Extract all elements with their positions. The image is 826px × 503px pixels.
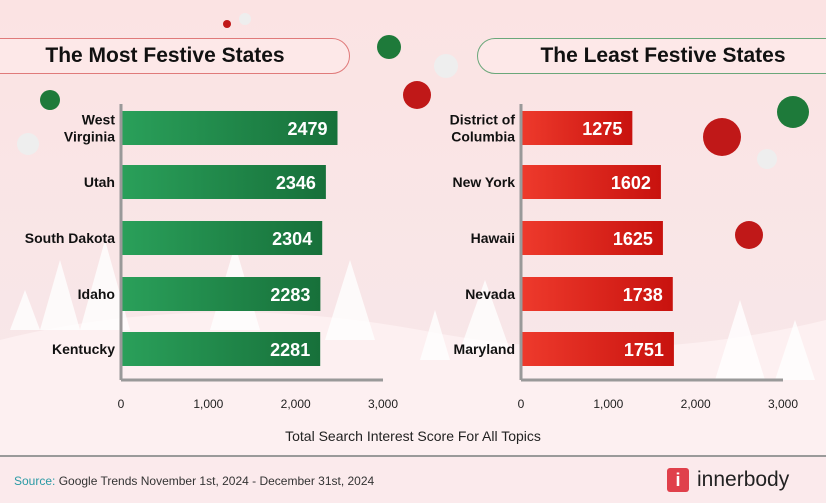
ornaments <box>17 13 809 249</box>
source-text: Google Trends November 1st, 2024 - Decem… <box>55 474 375 488</box>
bar-value-label: 2304 <box>272 229 312 249</box>
category-label: District of <box>450 112 516 128</box>
most-festive-title: The Most Festive States <box>0 38 350 74</box>
bar <box>121 277 321 311</box>
bar-value-label: 1751 <box>624 340 664 360</box>
bar <box>521 165 661 199</box>
ornament-icons <box>17 13 809 249</box>
innerbody-logo-icon: i <box>667 468 689 492</box>
bar <box>521 111 633 145</box>
bar-value-label: 1275 <box>582 119 622 139</box>
bar-value-label: 2479 <box>287 119 327 139</box>
category-label: Virginia <box>64 129 115 145</box>
category-label: Nevada <box>465 286 515 302</box>
x-tick-label: 2,000 <box>681 397 711 411</box>
category-label: West <box>82 112 116 128</box>
bar <box>121 221 323 255</box>
source-label: Source: <box>14 474 56 488</box>
bar-value-label: 1738 <box>623 285 663 305</box>
category-label: Maryland <box>454 341 515 357</box>
category-label: Columbia <box>451 129 515 145</box>
category-label: Utah <box>84 174 115 190</box>
x-tick-label: 0 <box>518 397 525 411</box>
bar-value-label: 2283 <box>270 285 310 305</box>
category-label: Idaho <box>78 286 115 302</box>
x-axis-label: Total Search Interest Score For All Topi… <box>285 428 541 444</box>
bar <box>521 277 673 311</box>
bar-value-label: 2281 <box>270 340 310 360</box>
bar <box>521 221 663 255</box>
brand-logo: i innerbody <box>667 468 789 492</box>
bar <box>121 111 338 145</box>
bar <box>121 165 326 199</box>
category-label: Kentucky <box>52 341 115 357</box>
x-tick-label: 1,000 <box>593 397 623 411</box>
x-tick-label: 3,000 <box>368 397 398 411</box>
x-tick-label: 3,000 <box>768 397 798 411</box>
bar-value-label: 2346 <box>276 173 316 193</box>
bar <box>121 332 321 366</box>
x-tick-label: 1,000 <box>193 397 223 411</box>
category-label: South Dakota <box>25 230 115 246</box>
x-tick-label: 0 <box>118 397 125 411</box>
brand-name: innerbody <box>697 468 790 491</box>
category-label: Hawaii <box>471 230 515 246</box>
bar <box>521 332 674 366</box>
bar-value-label: 1625 <box>613 229 653 249</box>
least-festive-title: The Least Festive States <box>477 38 826 74</box>
footer: Source: Google Trends November 1st, 2024… <box>0 455 826 503</box>
x-tick-label: 2,000 <box>281 397 311 411</box>
category-label: New York <box>452 174 515 190</box>
bar-charts: Total Search Interest Score For All Topi… <box>25 104 798 444</box>
bar-value-label: 1602 <box>611 173 651 193</box>
source-note: Source: Google Trends November 1st, 2024… <box>14 474 374 488</box>
